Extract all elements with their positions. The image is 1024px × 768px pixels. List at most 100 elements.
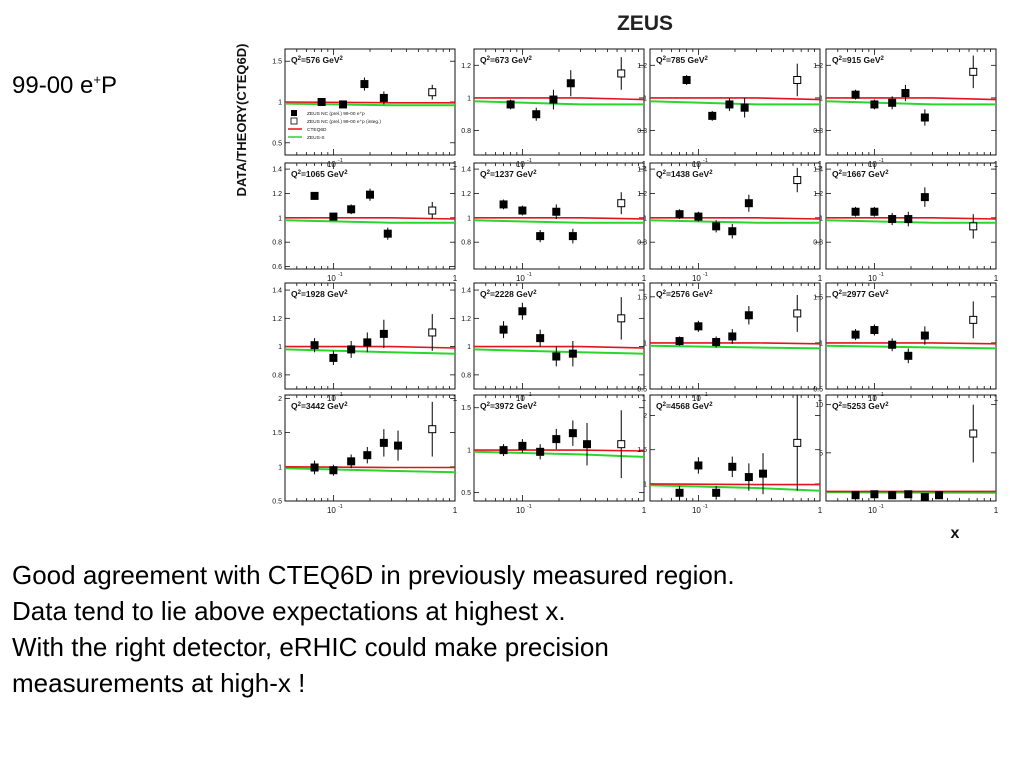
- y-tick-label: 1.2: [272, 191, 282, 198]
- data-point: [552, 207, 561, 216]
- y-tick-label: 1.2: [637, 63, 647, 70]
- legend-entry: ZEUS NC (prel.) 99-00 e⁺p: [307, 111, 365, 117]
- q2-label: Q2=1667 GeV2: [832, 169, 889, 179]
- data-point: [499, 200, 508, 209]
- y-tick-label: 1.5: [461, 405, 471, 412]
- panel-q2-1928: 10-110.811.21.4Q2=1928 GeV2: [272, 282, 458, 403]
- y-tick-label: 2: [278, 396, 282, 403]
- data-point: [379, 93, 388, 102]
- x-tick-label-exponent: -1: [527, 158, 532, 164]
- data-point: [888, 491, 897, 500]
- data-point: [901, 89, 910, 98]
- x-tick-label: 10: [692, 394, 701, 403]
- y-tick-label: 1: [467, 448, 471, 455]
- data-point: [744, 199, 753, 208]
- y-tick-label: 1.5: [272, 59, 282, 66]
- legend-marker-filled: [291, 110, 297, 116]
- data-point: [870, 326, 879, 335]
- slide-label: 99-00 e+P: [12, 72, 117, 100]
- y-tick-label: 0.8: [813, 240, 823, 247]
- x-tick-label: 10: [327, 506, 336, 515]
- y-tick-label: 0.8: [637, 240, 647, 247]
- y-tick-label: 1: [278, 464, 282, 471]
- data-point-open: [428, 88, 437, 97]
- caption-line-1: Good agreement with CTEQ6D in previously…: [12, 560, 735, 590]
- x-tick-label: 10: [516, 160, 525, 169]
- x-tick-label: 10: [516, 274, 525, 283]
- y-tick-label: 1.5: [272, 430, 282, 437]
- caption: Good agreement with CTEQ6D in previously…: [12, 557, 1012, 701]
- data-point-open: [617, 314, 626, 323]
- data-point: [552, 352, 561, 361]
- data-point: [920, 493, 929, 502]
- panel-q2-1438: 10 -1 10.811.21.4 Q2=1438 GeV2: [637, 162, 823, 283]
- data-point: [347, 205, 356, 214]
- cteq6d-curve: [650, 217, 821, 220]
- panel-q2-1065: 10 -1 10.60.811.21.4 Q2=1065 GeV2: [272, 162, 458, 283]
- zeus-s-curve: [825, 100, 996, 106]
- y-tick-label: 1.4: [813, 167, 823, 174]
- zeus-s-curve: [649, 219, 820, 224]
- y-axis-label: DATA/THEORY(CTEQ6D): [234, 44, 249, 197]
- x-tick-label: 10: [327, 274, 336, 283]
- y-tick-label: 0.8: [461, 372, 471, 379]
- q2-label: Q2=2228 GeV2: [480, 289, 537, 299]
- y-tick-label: 0.6: [272, 264, 282, 271]
- x-tick-label: 10: [327, 394, 336, 403]
- y-tick-label: 1: [278, 344, 282, 351]
- data-point: [904, 351, 913, 360]
- y-tick-label: 1.4: [272, 167, 282, 174]
- cteq6d-curve: [285, 217, 456, 220]
- y-tick-label: 1: [643, 95, 647, 102]
- data-point-open: [969, 222, 978, 231]
- y-tick-label: 1.2: [272, 316, 282, 323]
- data-point: [379, 329, 388, 338]
- x-tick-label-exponent: -1: [338, 272, 343, 278]
- data-point: [728, 462, 737, 471]
- data-point: [310, 191, 319, 200]
- y-tick-label: 1.2: [461, 63, 471, 70]
- x-axis-label: x: [951, 525, 960, 542]
- data-point: [532, 110, 541, 119]
- y-tick-label: 1.2: [813, 63, 823, 70]
- caption-line-4: measurements at high-x !: [12, 668, 306, 698]
- data-point: [870, 207, 879, 216]
- x-tick-label: 10: [516, 394, 525, 403]
- x-tick-label-exponent: -1: [879, 504, 884, 510]
- y-tick-label: 1.2: [637, 191, 647, 198]
- y-tick-label: 1: [467, 95, 471, 102]
- data-point-open: [793, 309, 802, 318]
- data-point: [329, 353, 338, 362]
- y-tick-label: 0.5: [461, 490, 471, 497]
- y-tick-label: 1.5: [637, 447, 647, 454]
- data-point: [347, 457, 356, 466]
- data-point: [851, 90, 860, 99]
- x-tick-label: 1: [453, 506, 458, 515]
- data-point: [339, 100, 348, 109]
- cteq6d-curve: [474, 449, 645, 452]
- panel-q2-2228: 10-110.811.21.4Q2=2228 GeV2: [461, 282, 647, 403]
- x-tick-label-exponent: -1: [338, 504, 343, 510]
- data-point: [888, 340, 897, 349]
- x-tick-label-exponent: -1: [879, 272, 884, 278]
- x-tick-label: 10: [868, 394, 877, 403]
- cteq6d-curve: [474, 217, 645, 220]
- data-point: [536, 334, 545, 343]
- slide-label-sup: +: [93, 72, 101, 87]
- data-point: [708, 111, 717, 120]
- data-point: [549, 95, 558, 104]
- x-tick-label: 1: [642, 274, 647, 283]
- data-point-open: [969, 67, 978, 76]
- cteq6d-curve: [474, 97, 645, 101]
- data-point: [394, 441, 403, 450]
- data-point: [682, 75, 691, 84]
- cteq6d-curve: [284, 466, 455, 469]
- x-tick-label-exponent: -1: [703, 158, 708, 164]
- data-point: [568, 232, 577, 241]
- data-point-open: [617, 440, 626, 449]
- y-tick-label: 1.4: [272, 288, 282, 295]
- y-tick-label: 1: [278, 215, 282, 222]
- x-tick-label: 10: [868, 274, 877, 283]
